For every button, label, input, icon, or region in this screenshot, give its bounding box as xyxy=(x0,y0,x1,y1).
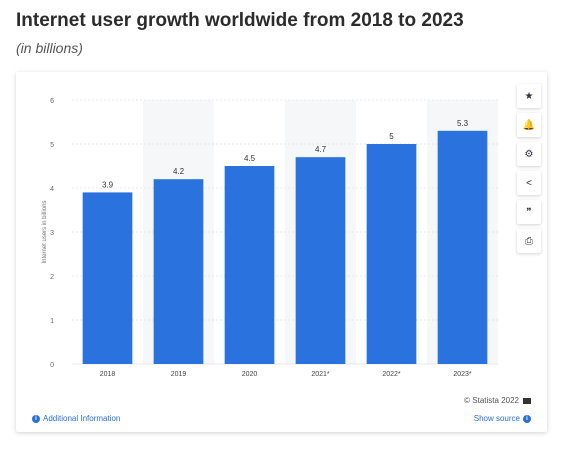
info-icon: i xyxy=(32,414,40,423)
data-label: 4.5 xyxy=(244,154,256,163)
x-tick-label: 2023* xyxy=(453,371,472,378)
show-source-label: Show source xyxy=(473,414,520,423)
y-tick-label: 2 xyxy=(50,274,54,281)
data-label: 3.9 xyxy=(102,180,114,189)
chart-toolbar: ★ 🔔 ⚙ < ❞ ⎙ xyxy=(517,84,541,253)
y-tick-label: 5 xyxy=(50,142,54,149)
bar-chart: 0 1 2 3 4 5 6 Internet users in billions 3.9 2018… xyxy=(42,98,498,378)
y-tick-label: 0 xyxy=(50,362,54,369)
statista-credit: © Statista 2022 xyxy=(464,396,531,405)
x-tick-label: 2018 xyxy=(100,371,116,378)
bar xyxy=(366,144,417,364)
data-label: 5 xyxy=(389,132,394,141)
x-tick-label: 2022* xyxy=(382,371,401,378)
bar xyxy=(295,157,346,364)
y-tick-label: 3 xyxy=(50,230,54,237)
additional-information-label: Additional Information xyxy=(43,414,121,423)
bar xyxy=(437,130,488,364)
quote-icon[interactable]: ❞ xyxy=(517,200,541,224)
share-icon[interactable]: < xyxy=(517,171,541,195)
y-tick-label: 1 xyxy=(50,318,54,325)
info-icon: i xyxy=(523,414,531,423)
additional-information-link[interactable]: i Additional Information xyxy=(32,414,120,423)
y-tick-label: 6 xyxy=(50,98,54,105)
print-icon[interactable]: ⎙ xyxy=(517,229,541,253)
data-label: 4.7 xyxy=(315,145,327,154)
bar xyxy=(153,179,204,364)
x-tick-label: 2021* xyxy=(311,371,330,378)
x-tick-label: 2020 xyxy=(242,371,258,378)
bar xyxy=(224,166,275,364)
star-icon[interactable]: ★ xyxy=(517,84,541,108)
show-source-link[interactable]: Show source i xyxy=(474,414,531,423)
bell-icon[interactable]: 🔔 xyxy=(517,113,541,137)
page-title: Internet user growth worldwide from 2018… xyxy=(16,10,464,31)
credit-text: © Statista 2022 xyxy=(464,396,519,405)
x-tick-label: 2019 xyxy=(171,371,187,378)
gear-icon[interactable]: ⚙ xyxy=(517,142,541,166)
y-tick-label: 4 xyxy=(50,186,54,193)
data-label: 4.2 xyxy=(173,167,185,176)
bar xyxy=(82,192,133,364)
data-label: 5.3 xyxy=(457,119,469,128)
flag-icon xyxy=(523,397,531,404)
chart-card: 0 1 2 3 4 5 6 Internet users in billions 3.9 2018… xyxy=(16,72,547,432)
y-axis-label: Internet users in billions xyxy=(42,200,48,263)
page-subtitle: (in billions) xyxy=(16,40,83,56)
